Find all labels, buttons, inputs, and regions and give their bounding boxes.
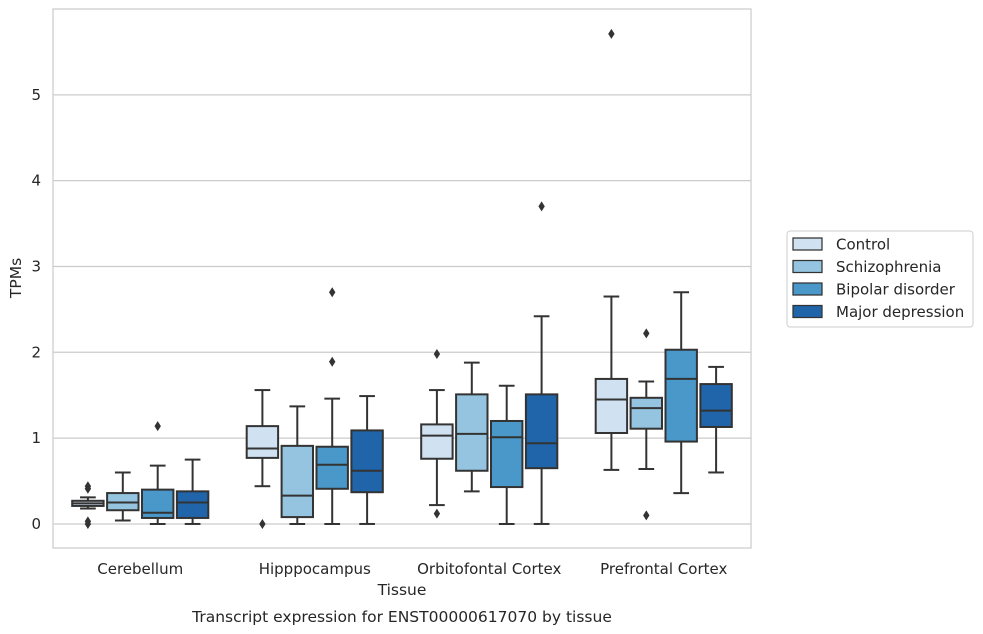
legend-label: Major depression <box>836 303 964 321</box>
legend-swatch <box>792 282 823 296</box>
outlier-point <box>433 349 441 360</box>
legend-label: Bipolar disorder <box>836 281 956 299</box>
y-tick-label: 1 <box>31 429 41 447</box>
legend-swatch <box>792 237 823 251</box>
plot-background <box>53 9 751 548</box>
box-3-3 <box>699 365 733 474</box>
box-2-3 <box>524 201 559 525</box>
box-3-1 <box>629 328 664 521</box>
box-0-3 <box>175 458 210 525</box>
outlier-point <box>433 508 441 519</box>
box-1-0 <box>245 389 280 529</box>
x-tick-label: Hipppocampus <box>259 560 371 578</box>
legend-label: Schizophrenia <box>836 258 941 276</box>
box-iqr <box>455 393 489 472</box>
outlier-point <box>259 518 266 529</box>
box-iqr <box>315 445 349 490</box>
outlier-point <box>538 201 545 212</box>
box-iqr <box>245 425 280 459</box>
outlier-point <box>643 510 650 521</box>
x-axis-label: Tissue <box>377 581 427 599</box>
x-tick-label: Cerebellum <box>97 560 183 578</box>
box-iqr <box>594 377 629 434</box>
outlier-point <box>608 28 615 39</box>
box-iqr <box>664 348 698 443</box>
outlier-point <box>84 481 92 492</box>
chart-caption: Transcript expression for ENST0000061707… <box>191 608 612 626</box>
outlier-point <box>329 356 336 367</box>
legend: Control Schizophrenia Bipolar disorder Majo… <box>786 230 974 328</box>
x-tick-labels: Cerebellum Hipppocampus Orbitofontal Corte… <box>97 560 727 578</box>
box-iqr <box>175 490 210 519</box>
y-tick-label: 5 <box>31 86 41 104</box>
box-2-1 <box>455 361 489 493</box>
box-iqr <box>280 444 315 519</box>
outlier-point <box>84 516 92 527</box>
y-tick-label: 0 <box>31 515 41 533</box>
box-iqr <box>489 419 524 489</box>
box-0-2 <box>140 421 175 525</box>
y-axis-label: TPMs <box>7 258 25 299</box>
legend-frame <box>786 230 974 328</box>
y-tick-label: 2 <box>31 343 41 361</box>
outlier-point <box>154 421 161 432</box>
box-iqr <box>629 396 664 430</box>
legend-label: Control <box>836 236 890 254</box>
box-1-2 <box>315 287 349 525</box>
x-tick-label: Orbitofontal Cortex <box>417 560 561 578</box>
box-iqr <box>524 393 559 470</box>
box-1-3 <box>350 395 384 525</box>
grid-lines <box>53 94 751 525</box>
box-layer <box>71 28 733 529</box>
box-iqr <box>350 429 384 494</box>
box-2-2 <box>489 384 524 525</box>
y-tick-label: 3 <box>31 257 41 275</box>
x-tick-label: Prefrontal Cortex <box>600 560 727 578</box>
outlier-point <box>643 328 650 339</box>
legend-swatch <box>792 304 823 319</box>
plot-frame <box>52 8 752 549</box>
box-3-2 <box>664 291 698 495</box>
box-0-0 <box>71 481 105 529</box>
y-tick-labels: 0 1 2 3 4 5 <box>31 86 41 533</box>
box-3-0 <box>594 28 629 471</box>
box-iqr <box>420 423 454 460</box>
legend-swatch <box>792 259 823 274</box>
box-1-1 <box>280 405 315 525</box>
box-0-1 <box>106 471 140 522</box>
y-tick-label: 4 <box>31 172 41 190</box>
outlier-point <box>329 287 336 298</box>
box-2-0 <box>420 349 454 519</box>
box-iqr <box>699 383 733 428</box>
